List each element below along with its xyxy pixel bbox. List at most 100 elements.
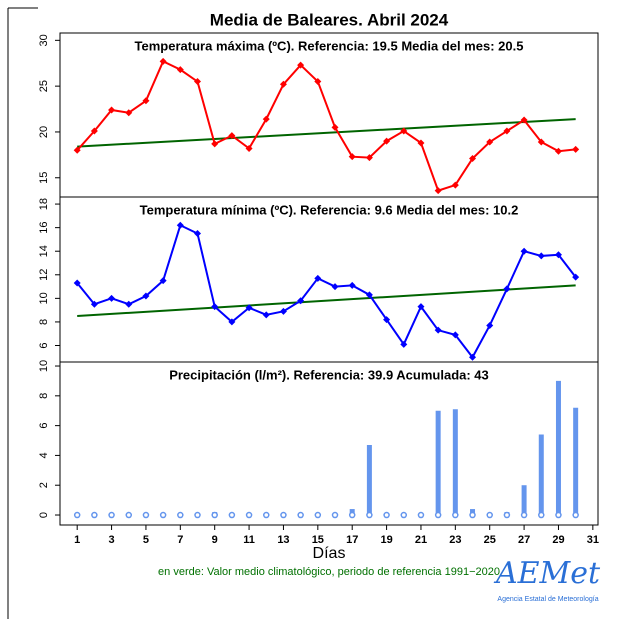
y-tick-label: 6 [38,423,50,429]
point-marker [108,294,116,302]
y-tick-label: 12 [38,269,50,281]
point-marker [537,138,545,146]
point-marker [503,285,511,293]
point-marker [365,154,373,162]
point-marker [228,511,236,519]
point-marker [434,326,442,334]
x-tick-label: 1 [74,534,80,546]
point-marker [125,300,133,308]
plot-frame [59,196,599,363]
point-marker [142,97,150,105]
point-marker [245,304,253,312]
point-marker [159,277,167,285]
point-marker [297,61,305,69]
point-marker [452,511,459,519]
y-tick-label: 10 [38,292,50,304]
point-marker [194,511,201,519]
x-tick-label: 19 [380,534,392,546]
panel-subtitle: Temperatura mínima (ºC). Referencia: 9.6… [140,202,519,217]
point-marker [554,147,562,155]
point-marker [314,274,322,282]
y-tick-label: 18 [38,198,50,210]
point-marker [537,252,545,260]
point-marker [486,321,494,329]
point-marker [279,307,287,315]
x-tick-label: 7 [177,534,183,546]
y-tick-label: 30 [38,34,50,46]
x-tick-label: 5 [143,534,149,546]
point-marker [520,116,528,124]
point-marker [348,511,356,519]
point-marker [434,187,442,195]
y-tick-label: 14 [38,245,50,257]
x-tick-label: 31 [587,534,599,546]
point-marker [194,78,202,86]
reference-line [77,118,576,148]
point-marker [90,300,98,308]
reference-line [77,284,576,318]
point-marker [503,511,511,519]
point-marker [108,106,116,114]
point-marker [297,511,304,519]
logo: AEMet [493,556,601,591]
point-marker [159,57,167,65]
x-tick-label: 29 [552,534,564,546]
point-marker [228,318,236,326]
point-marker [366,511,373,519]
point-marker [348,281,356,289]
point-marker [211,140,219,148]
point-marker [177,511,184,519]
point-marker [469,155,477,163]
y-tick-label: 8 [38,393,50,399]
x-tick-label: 23 [449,534,461,546]
y-tick-label: 25 [38,80,50,92]
logo-caption: Agencia Estatal de Meteorología [497,596,598,603]
point-marker [400,127,408,135]
point-marker [572,145,580,153]
series-line [76,223,577,360]
point-marker [159,511,167,519]
x-tick-label: 21 [415,534,427,546]
point-marker [451,331,459,339]
point-marker [400,511,408,519]
x-tick-label: 11 [243,534,255,546]
point-marker [469,511,476,519]
point-marker [314,511,322,519]
point-marker [417,139,425,147]
panel-subtitle: Precipitación (l/m²). Referencia: 39.9 A… [169,367,489,382]
chart-title: Media de Baleares. Abril 2024 [210,10,449,29]
point-marker [297,297,305,305]
x-axis-label: Días [313,545,346,562]
point-marker [314,78,322,86]
point-marker [73,146,81,154]
x-tick-label: 17 [346,534,358,546]
point-marker [503,127,511,135]
point-marker [417,511,425,519]
x-tick-label: 3 [109,534,115,546]
y-tick-label: 15 [38,172,50,184]
point-marker [176,66,184,74]
point-marker [554,251,562,259]
x-tick-label: 15 [312,534,324,546]
point-marker [383,137,391,145]
point-marker [176,221,184,229]
point-marker [211,511,218,519]
point-marker [383,316,391,324]
point-marker [279,80,287,88]
point-marker [331,511,339,519]
point-marker [400,340,408,348]
point-marker [572,511,579,519]
point-marker [262,311,270,319]
point-marker [73,511,81,519]
x-tick-label: 27 [518,534,530,546]
point-marker [469,353,477,361]
point-marker [383,511,390,519]
point-marker [555,511,562,519]
x-tick-label: 25 [484,534,496,546]
point-marker [417,303,425,311]
y-tick-label: 2 [38,482,50,488]
series-line [76,60,576,192]
point-marker [194,230,202,238]
plot-frame [59,361,599,526]
